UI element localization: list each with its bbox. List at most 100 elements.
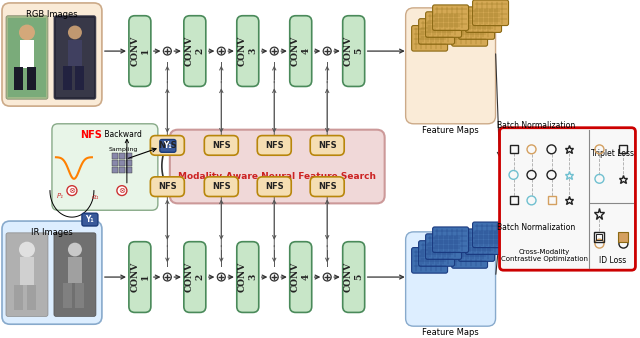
Bar (119, 153, 125, 159)
Circle shape (323, 273, 332, 281)
Bar (56, 18, 94, 97)
Text: Cross-Modality
Contrastive Optimization: Cross-Modality Contrastive Optimization (501, 249, 588, 262)
Text: NFS: NFS (265, 182, 284, 191)
FancyBboxPatch shape (465, 229, 502, 255)
FancyBboxPatch shape (406, 232, 495, 326)
Text: Backward: Backward (102, 130, 142, 139)
FancyBboxPatch shape (150, 136, 184, 155)
Text: Feature Maps: Feature Maps (422, 328, 479, 337)
Text: CONV
3: CONV 3 (238, 36, 257, 66)
FancyBboxPatch shape (419, 241, 454, 266)
Text: CONV
2: CONV 2 (185, 36, 205, 66)
FancyBboxPatch shape (237, 242, 259, 312)
Bar (595, 232, 604, 242)
FancyBboxPatch shape (500, 128, 636, 270)
Bar (509, 145, 518, 153)
Text: CONV
3: CONV 3 (238, 262, 257, 292)
Text: NFS: NFS (318, 141, 337, 150)
Bar (547, 196, 556, 204)
FancyBboxPatch shape (433, 5, 468, 30)
FancyBboxPatch shape (342, 242, 365, 312)
Text: Triplet Loss: Triplet Loss (591, 149, 634, 158)
Bar (596, 234, 602, 240)
Circle shape (163, 47, 172, 55)
Text: NFS: NFS (158, 141, 177, 150)
FancyBboxPatch shape (204, 136, 238, 155)
Bar (618, 232, 628, 242)
Text: P₁: P₁ (56, 193, 63, 199)
FancyBboxPatch shape (257, 136, 291, 155)
FancyBboxPatch shape (184, 16, 206, 87)
Text: Modality-Aware Neural Feature Search: Modality-Aware Neural Feature Search (179, 172, 376, 181)
Text: CONV
4: CONV 4 (291, 36, 310, 66)
Circle shape (117, 186, 127, 195)
Bar (63, 283, 72, 308)
Bar (75, 66, 84, 90)
Circle shape (323, 47, 332, 55)
FancyBboxPatch shape (465, 7, 502, 32)
FancyBboxPatch shape (472, 222, 509, 248)
Bar (14, 67, 23, 90)
Bar (126, 160, 132, 166)
Bar (75, 283, 84, 308)
Text: ID Loss: ID Loss (599, 256, 626, 265)
FancyBboxPatch shape (412, 26, 447, 51)
FancyBboxPatch shape (310, 177, 344, 196)
Circle shape (68, 26, 82, 39)
Bar (63, 66, 72, 90)
Text: Y₁: Y₁ (86, 215, 94, 224)
Text: Batch Normalization: Batch Normalization (497, 121, 575, 130)
FancyBboxPatch shape (184, 242, 206, 312)
FancyBboxPatch shape (310, 136, 344, 155)
Text: ⊗: ⊗ (68, 186, 76, 195)
Text: IR Images: IR Images (31, 228, 73, 237)
Text: Batch Normalization: Batch Normalization (497, 223, 575, 233)
FancyBboxPatch shape (2, 221, 102, 324)
Text: CONV
2: CONV 2 (185, 262, 205, 292)
Text: Sampling: Sampling (108, 147, 138, 152)
Bar (112, 160, 118, 166)
FancyBboxPatch shape (150, 177, 184, 196)
FancyBboxPatch shape (433, 227, 468, 252)
FancyBboxPatch shape (342, 16, 365, 87)
FancyBboxPatch shape (170, 130, 385, 203)
Circle shape (270, 47, 278, 55)
Bar (112, 167, 118, 173)
FancyBboxPatch shape (257, 177, 291, 196)
Bar (27, 285, 36, 311)
Bar (620, 145, 627, 153)
Text: RGB Images: RGB Images (26, 10, 78, 19)
FancyBboxPatch shape (452, 21, 488, 46)
Text: CONV
5: CONV 5 (344, 36, 364, 66)
Circle shape (218, 273, 225, 281)
Text: NFS: NFS (158, 182, 177, 191)
FancyBboxPatch shape (54, 233, 96, 316)
Text: CONV
5: CONV 5 (344, 262, 364, 292)
Bar (8, 18, 46, 97)
Circle shape (19, 242, 35, 258)
Circle shape (270, 273, 278, 281)
Bar (20, 258, 34, 285)
FancyBboxPatch shape (452, 243, 488, 268)
FancyBboxPatch shape (129, 242, 151, 312)
Text: CONV
1: CONV 1 (130, 36, 150, 66)
Bar (119, 167, 125, 173)
FancyBboxPatch shape (82, 213, 98, 226)
Circle shape (67, 186, 77, 195)
Bar (20, 40, 34, 68)
Bar (126, 167, 132, 173)
FancyBboxPatch shape (459, 14, 495, 39)
FancyBboxPatch shape (290, 242, 312, 312)
FancyBboxPatch shape (204, 177, 238, 196)
FancyBboxPatch shape (419, 19, 454, 44)
FancyBboxPatch shape (472, 0, 509, 26)
FancyBboxPatch shape (412, 248, 447, 273)
Bar (509, 196, 518, 204)
Text: Feature Maps: Feature Maps (422, 126, 479, 135)
Circle shape (68, 243, 82, 257)
Text: α₁: α₁ (92, 194, 100, 200)
Text: NFS: NFS (265, 141, 284, 150)
Bar (27, 67, 36, 90)
FancyBboxPatch shape (52, 124, 158, 210)
FancyBboxPatch shape (426, 12, 461, 37)
